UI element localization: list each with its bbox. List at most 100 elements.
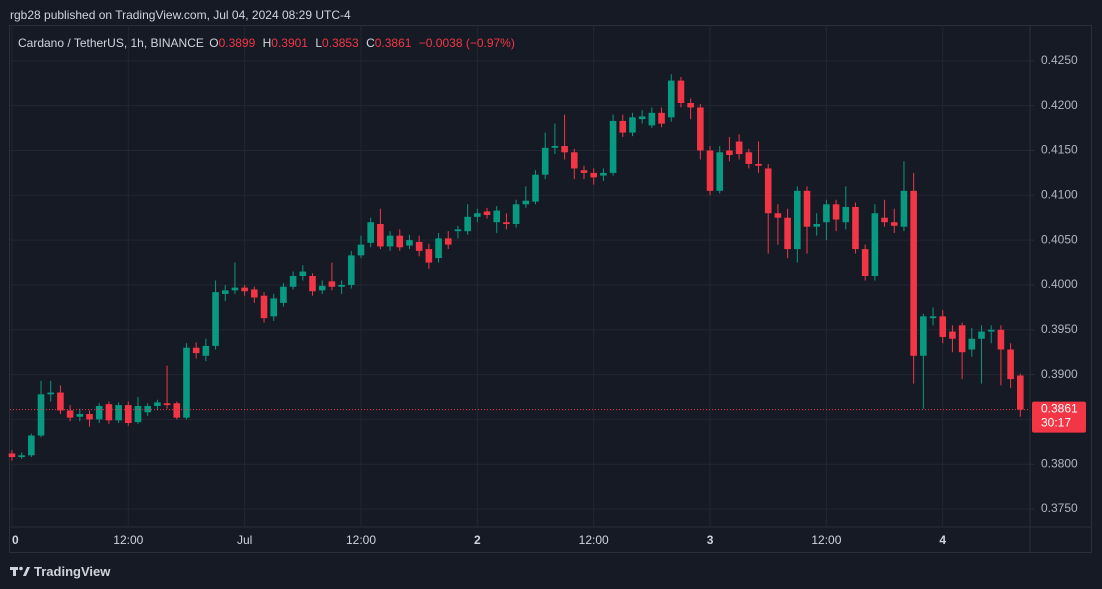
candle-body	[677, 80, 685, 103]
candle-body	[241, 287, 248, 292]
candle-body	[590, 172, 597, 178]
candle-body	[318, 285, 326, 291]
candle-body	[154, 402, 161, 406]
candle-body	[1007, 349, 1014, 380]
y-tick-label: 0.4250	[1041, 53, 1078, 67]
candle-body	[726, 150, 733, 155]
candle-body	[968, 338, 976, 350]
candle-body	[580, 170, 588, 173]
candle-body	[425, 249, 433, 263]
ohlc-key: C	[366, 36, 375, 50]
candle-body	[328, 281, 336, 287]
candle-body	[745, 152, 753, 164]
ohlc-key: H	[262, 36, 272, 50]
candle-body	[939, 316, 947, 337]
candle-body	[144, 405, 151, 413]
candle-body	[881, 217, 888, 223]
candle-body	[929, 316, 937, 319]
symbol: Cardano / TetherUS, 1h, BINANCE	[18, 36, 204, 50]
candle-body	[28, 435, 35, 456]
y-tick-label: 0.4150	[1041, 143, 1078, 157]
candle-body	[76, 414, 84, 417]
candle-body	[8, 453, 16, 458]
candle-body	[37, 394, 45, 436]
candle-body	[415, 241, 423, 251]
candle-body	[454, 229, 462, 232]
candle-body	[803, 190, 811, 227]
candle-body	[493, 210, 501, 223]
candle-body	[212, 292, 219, 346]
candle-body	[309, 276, 316, 292]
candle-body	[163, 403, 171, 406]
x-tick-label: 3	[707, 533, 714, 547]
candle-body	[221, 290, 229, 294]
candle-body	[687, 102, 694, 108]
candle-body	[997, 329, 1005, 350]
y-tick-label: 0.4000	[1041, 277, 1078, 291]
candle-body	[842, 206, 850, 223]
candle-body	[900, 190, 908, 227]
y-tick-label: 0.3900	[1041, 367, 1078, 381]
candle-body	[1017, 375, 1024, 410]
candle-body	[522, 200, 530, 205]
y-tick-label: 0.3950	[1041, 322, 1078, 336]
candle-body	[435, 238, 442, 259]
last-price-box	[1032, 401, 1086, 433]
candle-body	[260, 295, 268, 319]
candle-body	[978, 331, 985, 339]
candle-body	[86, 414, 93, 420]
candle-body	[444, 238, 452, 245]
candle-body	[958, 325, 966, 353]
change: −0.0038 (−0.97%)	[418, 36, 515, 50]
candle-body	[764, 168, 772, 214]
candle-body	[813, 224, 820, 227]
x-tick-label: 12:00	[579, 533, 609, 547]
x-tick-label: 12:00	[346, 533, 376, 547]
candle-body	[347, 255, 355, 285]
candle-body	[910, 190, 917, 356]
candle-body	[735, 141, 743, 155]
ohlc-value: 0.3899	[218, 36, 256, 50]
candle-body	[386, 235, 394, 247]
candle-body	[483, 211, 491, 216]
candle-body	[890, 222, 898, 226]
candle-body	[987, 329, 995, 332]
x-tick-label: 12:00	[113, 533, 143, 547]
candle-body	[173, 403, 181, 418]
candle-body	[852, 206, 859, 250]
candle-body	[270, 298, 278, 317]
pane-border	[9, 25, 1092, 553]
candle-body	[541, 147, 549, 175]
ohlc-value: 0.3901	[271, 36, 308, 50]
y-tick-label: 0.3750	[1041, 501, 1078, 515]
candle-body	[570, 152, 578, 169]
candle-body	[280, 286, 287, 303]
last-price-label: 0.3861	[1041, 402, 1078, 416]
candle-body	[357, 244, 365, 256]
candle-body	[95, 405, 103, 420]
candle-body	[474, 213, 481, 217]
candle-body	[115, 405, 122, 421]
ohlc-key: O	[209, 36, 219, 50]
candle-body	[57, 392, 64, 411]
x-tick-label: 0	[12, 533, 19, 547]
candle-body	[920, 316, 927, 356]
candle-body	[648, 112, 656, 126]
candle-body	[600, 172, 607, 176]
candle-body	[755, 163, 762, 166]
candle-body	[784, 217, 791, 250]
candle-body	[377, 224, 384, 247]
candle-body	[251, 289, 258, 298]
candle-body	[512, 204, 520, 225]
legend: Cardano / TetherUS, 1h, BINANCE O0.3899 …	[18, 36, 519, 50]
candle-body	[638, 116, 646, 120]
candle-body	[289, 276, 297, 287]
candle-body	[774, 213, 782, 218]
candle-body	[396, 235, 404, 248]
candle-body	[832, 204, 840, 220]
publish-info: rgb28 published on TradingView.com, Jul …	[10, 8, 351, 22]
y-tick-label: 0.4200	[1041, 98, 1078, 112]
x-tick-label: Jul	[237, 533, 252, 547]
